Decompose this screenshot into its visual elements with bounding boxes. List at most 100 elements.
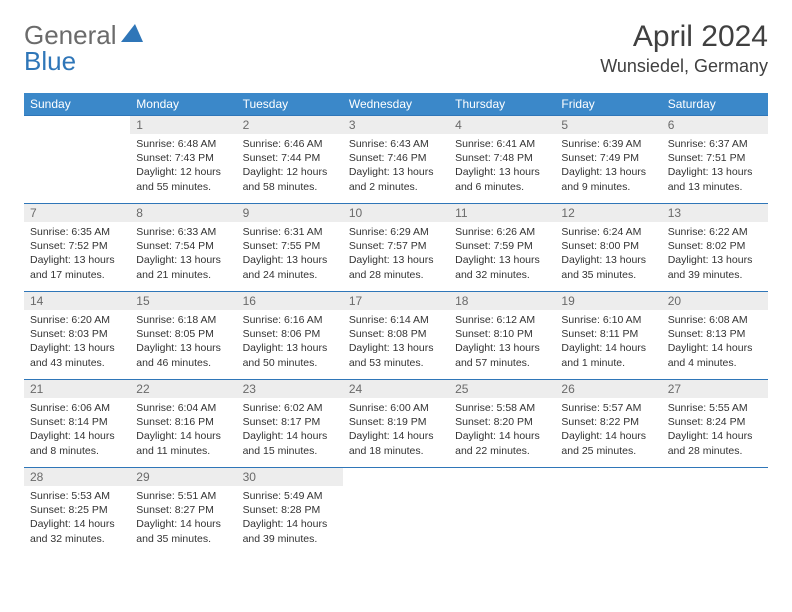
daylight1-text: Daylight: 14 hours [561,341,655,355]
sunset-text: Sunset: 8:28 PM [243,503,337,517]
day-number: 23 [237,380,343,398]
sunset-text: Sunset: 8:14 PM [30,415,124,429]
daylight2-text: and 39 minutes. [243,532,337,546]
weekday-header: Saturday [662,93,768,116]
daylight1-text: Daylight: 13 hours [668,165,762,179]
sunrise-text: Sunrise: 6:22 AM [668,225,762,239]
header: General April 2024 Wunsiedel, Germany [24,20,768,77]
sunset-text: Sunset: 7:44 PM [243,151,337,165]
sunrise-text: Sunrise: 6:31 AM [243,225,337,239]
calendar-cell: 16Sunrise: 6:16 AMSunset: 8:06 PMDayligh… [237,292,343,380]
sunrise-text: Sunrise: 5:49 AM [243,489,337,503]
day-body: Sunrise: 6:08 AMSunset: 8:13 PMDaylight:… [662,310,768,376]
sunrise-text: Sunrise: 5:58 AM [455,401,549,415]
sunrise-text: Sunrise: 5:51 AM [136,489,230,503]
sunrise-text: Sunrise: 6:14 AM [349,313,443,327]
weekday-header: Thursday [449,93,555,116]
daylight1-text: Daylight: 13 hours [136,253,230,267]
day-body: Sunrise: 6:35 AMSunset: 7:52 PMDaylight:… [24,222,130,288]
day-number: 24 [343,380,449,398]
page-title: April 2024 [600,20,768,54]
day-number: 16 [237,292,343,310]
day-number: 9 [237,204,343,222]
sunrise-text: Sunrise: 6:29 AM [349,225,443,239]
daylight2-text: and 1 minute. [561,356,655,370]
calendar-cell: 27Sunrise: 5:55 AMSunset: 8:24 PMDayligh… [662,380,768,468]
day-body: Sunrise: 6:31 AMSunset: 7:55 PMDaylight:… [237,222,343,288]
day-body: Sunrise: 6:39 AMSunset: 7:49 PMDaylight:… [555,134,661,200]
sunrise-text: Sunrise: 6:10 AM [561,313,655,327]
calendar-cell: 11Sunrise: 6:26 AMSunset: 7:59 PMDayligh… [449,204,555,292]
daylight2-text: and 4 minutes. [668,356,762,370]
logo-triangle-icon [121,24,143,47]
sunset-text: Sunset: 7:51 PM [668,151,762,165]
daylight1-text: Daylight: 14 hours [561,429,655,443]
weekday-header-row: Sunday Monday Tuesday Wednesday Thursday… [24,93,768,116]
daylight1-text: Daylight: 14 hours [243,517,337,531]
weekday-header: Sunday [24,93,130,116]
sunset-text: Sunset: 8:10 PM [455,327,549,341]
calendar-cell: 26Sunrise: 5:57 AMSunset: 8:22 PMDayligh… [555,380,661,468]
daylight2-text: and 53 minutes. [349,356,443,370]
calendar-cell: 7Sunrise: 6:35 AMSunset: 7:52 PMDaylight… [24,204,130,292]
daylight1-text: Daylight: 14 hours [30,517,124,531]
sunset-text: Sunset: 8:11 PM [561,327,655,341]
day-body: Sunrise: 6:00 AMSunset: 8:19 PMDaylight:… [343,398,449,464]
sunset-text: Sunset: 8:03 PM [30,327,124,341]
sunset-text: Sunset: 7:46 PM [349,151,443,165]
day-number: 1 [130,116,236,134]
sunrise-text: Sunrise: 6:46 AM [243,137,337,151]
calendar-cell: 20Sunrise: 6:08 AMSunset: 8:13 PMDayligh… [662,292,768,380]
day-number: 19 [555,292,661,310]
daylight1-text: Daylight: 14 hours [243,429,337,443]
day-number: 29 [130,468,236,486]
sunset-text: Sunset: 8:00 PM [561,239,655,253]
day-body: Sunrise: 6:06 AMSunset: 8:14 PMDaylight:… [24,398,130,464]
daylight1-text: Daylight: 13 hours [243,341,337,355]
day-body: Sunrise: 6:26 AMSunset: 7:59 PMDaylight:… [449,222,555,288]
daylight1-text: Daylight: 13 hours [561,165,655,179]
day-body: Sunrise: 5:49 AMSunset: 8:28 PMDaylight:… [237,486,343,552]
day-number: 22 [130,380,236,398]
daylight2-text: and 43 minutes. [30,356,124,370]
daylight2-text: and 24 minutes. [243,268,337,282]
sunset-text: Sunset: 8:13 PM [668,327,762,341]
day-body: Sunrise: 5:58 AMSunset: 8:20 PMDaylight:… [449,398,555,464]
sunset-text: Sunset: 7:52 PM [30,239,124,253]
logo-text-blue: Blue [24,46,76,76]
calendar-row: 7Sunrise: 6:35 AMSunset: 7:52 PMDaylight… [24,204,768,292]
day-number: 7 [24,204,130,222]
day-body: Sunrise: 6:12 AMSunset: 8:10 PMDaylight:… [449,310,555,376]
sunset-text: Sunset: 8:06 PM [243,327,337,341]
calendar-cell: 9Sunrise: 6:31 AMSunset: 7:55 PMDaylight… [237,204,343,292]
sunset-text: Sunset: 8:19 PM [349,415,443,429]
calendar-row: 14Sunrise: 6:20 AMSunset: 8:03 PMDayligh… [24,292,768,380]
calendar-body: 1Sunrise: 6:48 AMSunset: 7:43 PMDaylight… [24,116,768,556]
calendar-cell: 25Sunrise: 5:58 AMSunset: 8:20 PMDayligh… [449,380,555,468]
sunrise-text: Sunrise: 6:35 AM [30,225,124,239]
daylight1-text: Daylight: 13 hours [136,341,230,355]
title-block: April 2024 Wunsiedel, Germany [600,20,768,77]
daylight2-text: and 15 minutes. [243,444,337,458]
sunrise-text: Sunrise: 6:04 AM [136,401,230,415]
day-number: 21 [24,380,130,398]
daylight1-text: Daylight: 13 hours [349,341,443,355]
daylight1-text: Daylight: 13 hours [349,165,443,179]
day-body: Sunrise: 6:04 AMSunset: 8:16 PMDaylight:… [130,398,236,464]
daylight1-text: Daylight: 13 hours [243,253,337,267]
calendar-row: 28Sunrise: 5:53 AMSunset: 8:25 PMDayligh… [24,468,768,556]
calendar-cell [555,468,661,556]
sunrise-text: Sunrise: 6:39 AM [561,137,655,151]
day-body: Sunrise: 6:24 AMSunset: 8:00 PMDaylight:… [555,222,661,288]
day-number: 30 [237,468,343,486]
day-body: Sunrise: 6:46 AMSunset: 7:44 PMDaylight:… [237,134,343,200]
sunrise-text: Sunrise: 6:48 AM [136,137,230,151]
daylight1-text: Daylight: 13 hours [30,341,124,355]
day-number: 10 [343,204,449,222]
day-body: Sunrise: 5:55 AMSunset: 8:24 PMDaylight:… [662,398,768,464]
calendar-cell: 8Sunrise: 6:33 AMSunset: 7:54 PMDaylight… [130,204,236,292]
day-number: 13 [662,204,768,222]
sunset-text: Sunset: 8:24 PM [668,415,762,429]
weekday-header: Friday [555,93,661,116]
day-body: Sunrise: 6:48 AMSunset: 7:43 PMDaylight:… [130,134,236,200]
